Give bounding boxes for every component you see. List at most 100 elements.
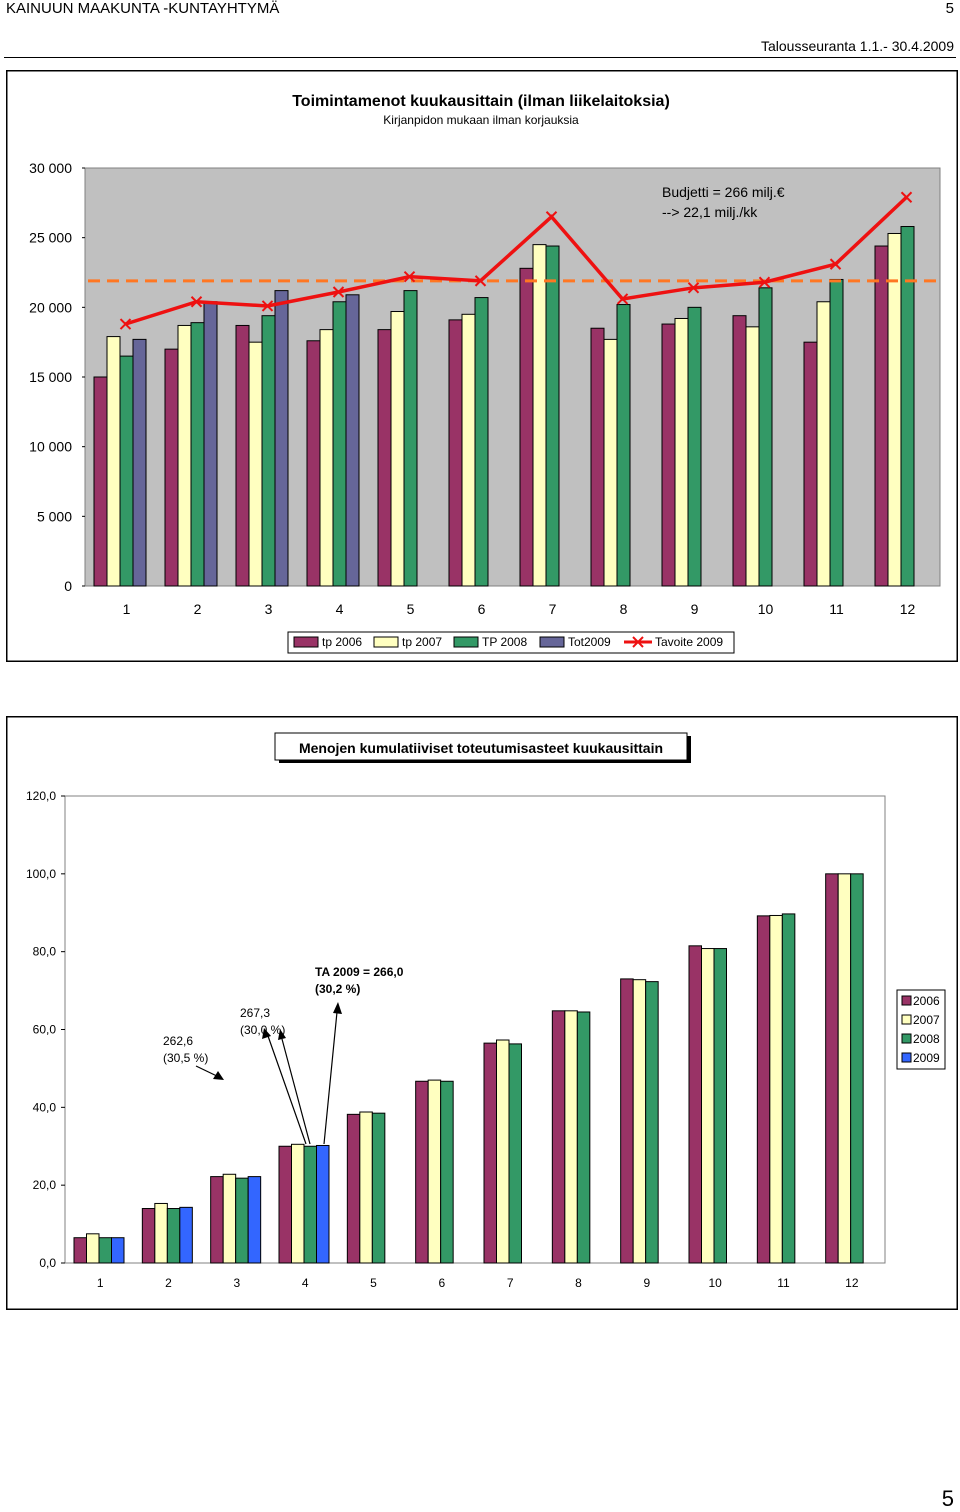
bar-tot2009	[345, 294, 360, 587]
bar-tp2008	[616, 304, 631, 587]
chart2-plot-area	[64, 795, 886, 1264]
chart1-plot-area	[84, 167, 941, 587]
bar-2008	[166, 1208, 181, 1264]
bar-tp2008	[474, 297, 489, 587]
legend2-item-2008: 2008	[901, 1032, 940, 1046]
tavoite-marker	[119, 318, 132, 330]
bar-tp2008	[758, 287, 773, 587]
chart2-title: Menojen kumulatiiviset toteutumisasteet …	[299, 740, 663, 756]
legend-label-tavoite2009: Tavoite 2009	[655, 635, 723, 649]
x-tick-label: 1	[123, 601, 131, 617]
bar-2007	[359, 1111, 373, 1264]
x-tick-label: 8	[575, 1276, 582, 1290]
tavoite-marker	[261, 300, 274, 312]
bar-2007	[291, 1143, 305, 1264]
tavoite-marker	[403, 270, 416, 283]
x-tick-label: 4	[302, 1276, 309, 1290]
bar-2008	[98, 1237, 112, 1264]
x-tick-label: 9	[643, 1276, 650, 1290]
legend2-item-2009: 2009	[901, 1051, 940, 1065]
tavoite-marker	[758, 276, 771, 288]
bar-2007	[769, 914, 783, 1264]
bar-tp2007	[745, 326, 760, 587]
bar-tp2007	[674, 317, 689, 587]
legend-item-tavoite2009: Tavoite 2009	[624, 635, 723, 649]
y-tick-label: 0,0	[39, 1256, 56, 1270]
x-tick-label: 7	[507, 1276, 514, 1290]
bar-tp2006	[732, 315, 747, 587]
tavoite-marker	[190, 296, 203, 308]
bar-tp2007	[603, 338, 618, 587]
bar-2008	[371, 1112, 386, 1264]
bar-2007	[837, 873, 852, 1264]
bar-tp2008	[119, 355, 134, 587]
y-tick-label: 0	[64, 578, 72, 594]
tavoite-marker	[545, 211, 558, 223]
bar-tp2006	[590, 327, 605, 587]
bar-2009	[111, 1237, 125, 1264]
y-tick-label: 25 000	[29, 230, 72, 246]
bar-tp2008	[829, 278, 844, 587]
report-period: Talousseuranta 1.1.- 30.4.2009	[760, 38, 954, 54]
bar-tp2007	[106, 336, 121, 587]
bar-tp2006	[448, 319, 463, 587]
x-tick-label: 1	[97, 1276, 104, 1290]
bar-tp2008	[261, 315, 276, 587]
tavoite-marker	[616, 293, 629, 305]
legend-label-tp2007: tp 2007	[402, 635, 442, 649]
bar-tp2008	[545, 245, 560, 587]
legend2-item-2006: 2006	[901, 994, 940, 1008]
bar-2007	[564, 1010, 578, 1264]
annotation-2008-percent: (30,0 %)	[240, 1023, 285, 1037]
x-tick-label: 3	[233, 1276, 240, 1290]
bar-tp2006	[306, 340, 321, 587]
bar-2006	[415, 1080, 429, 1264]
bar-2008	[440, 1080, 454, 1264]
bar-tp2007	[390, 311, 405, 587]
chart1-title: Toimintamenot kuukausittain (ilman liike…	[292, 93, 670, 110]
bar-2008	[508, 1043, 522, 1264]
bar-2007	[86, 1233, 100, 1264]
bar-2006	[210, 1176, 224, 1264]
y-tick-label: 10 000	[29, 439, 72, 455]
bar-tp2006	[803, 341, 818, 587]
tavoite-marker	[332, 286, 345, 298]
chart-monthly-expenses: Toimintamenot kuukausittain (ilman liike…	[6, 70, 958, 662]
bar-tp2007	[319, 329, 334, 587]
bar-tp2008	[687, 306, 702, 587]
legend2-label-2007: 2007	[913, 1013, 940, 1027]
bar-2006	[825, 873, 839, 1264]
tavoite-2009-line	[124, 195, 908, 326]
bar-tp2007	[532, 244, 547, 587]
annotation-arrowhead-4	[333, 1002, 342, 1014]
tavoite-marker	[900, 191, 913, 203]
annotation-2007-percent: (30,5 %)	[163, 1051, 208, 1065]
budget-annotation-line2: --> 22,1 milj./kk	[662, 204, 758, 220]
x-tick-label: 11	[777, 1276, 790, 1290]
bar-tp2008	[332, 301, 347, 587]
bar-2006	[141, 1208, 156, 1264]
x-tick-label: 12	[900, 601, 916, 617]
bar-2006	[346, 1113, 361, 1264]
x-tick-label: 6	[478, 601, 486, 617]
bar-2006	[688, 945, 702, 1264]
chart2-title-box	[274, 732, 688, 761]
x-tick-label: 7	[549, 601, 557, 617]
bar-2008	[235, 1177, 249, 1264]
bar-tp2006	[235, 324, 250, 587]
annotation-arrowhead-2	[262, 1028, 271, 1039]
bar-2006	[278, 1145, 292, 1264]
bar-2007	[154, 1202, 168, 1264]
bar-2008	[645, 981, 659, 1264]
annotation-arrow-2	[267, 1035, 307, 1145]
y-tick-label: 40,0	[33, 1100, 57, 1114]
x-tick-label: 12	[845, 1276, 859, 1290]
x-tick-label: 3	[265, 601, 273, 617]
x-tick-label: 5	[370, 1276, 377, 1290]
page-number: 5	[945, 0, 954, 17]
legend-item-tp2008: TP 2008	[453, 635, 527, 649]
x-tick-label: 6	[438, 1276, 445, 1290]
bar-2007	[632, 979, 647, 1264]
annotation-arrowhead-1	[213, 1071, 224, 1080]
bar-tp2008	[190, 322, 205, 587]
